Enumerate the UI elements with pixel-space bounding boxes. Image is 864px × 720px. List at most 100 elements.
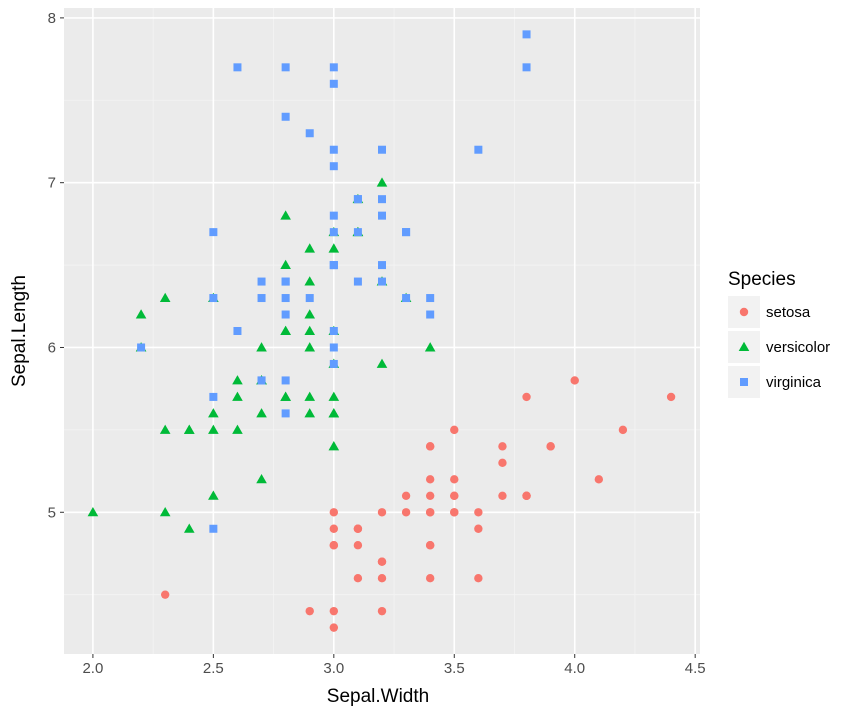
setosa-point xyxy=(329,524,339,533)
virginica-point xyxy=(281,63,290,72)
setosa-point xyxy=(329,508,339,517)
y-tick-label: 6 xyxy=(48,339,56,356)
setosa-point xyxy=(425,573,435,583)
x-tick-label: 4.5 xyxy=(685,660,706,677)
virginica-point xyxy=(281,294,290,303)
virginica-point xyxy=(329,359,338,368)
setosa-point xyxy=(666,392,676,402)
virginica-point xyxy=(426,310,435,319)
setosa-point xyxy=(425,541,435,550)
x-axis-title: Sepal.Width xyxy=(327,686,429,707)
versicolor-point xyxy=(256,474,267,484)
setosa-point xyxy=(498,458,507,468)
versicolor-point xyxy=(304,408,316,418)
virginica-point xyxy=(329,162,338,171)
legend-entries: setosa versicolor virginica xyxy=(728,296,830,398)
versicolor-point xyxy=(304,325,316,335)
legend-label: virginica xyxy=(766,374,822,391)
versicolor-point xyxy=(159,506,171,517)
setosa-point xyxy=(450,475,459,484)
series-setosa xyxy=(160,376,676,632)
versicolor-point xyxy=(87,506,99,517)
legend-marker-versicolor xyxy=(738,341,750,351)
setosa-point xyxy=(353,541,363,550)
virginica-point xyxy=(281,376,290,385)
y-axis: 5 6 7 8 xyxy=(48,10,64,521)
virginica-point xyxy=(281,112,290,121)
versicolor-point xyxy=(280,210,291,220)
legend-item-versicolor: versicolor xyxy=(728,331,830,363)
setosa-point xyxy=(546,442,555,451)
setosa-point xyxy=(522,392,531,402)
virginica-point xyxy=(353,277,362,286)
setosa-point xyxy=(353,524,363,533)
virginica-point xyxy=(233,327,242,335)
virginica-point xyxy=(353,228,362,237)
versicolor-point xyxy=(376,177,388,187)
versicolor-point xyxy=(304,342,316,352)
setosa-point xyxy=(450,425,459,435)
virginica-point xyxy=(281,277,290,286)
versicolor-point xyxy=(183,424,195,434)
versicolor-point xyxy=(304,276,316,286)
virginica-point xyxy=(522,63,531,72)
versicolor-point xyxy=(256,408,267,418)
x-tick-label: 2.0 xyxy=(82,660,103,677)
x-tick-label: 2.5 xyxy=(203,660,224,677)
versicolor-point xyxy=(280,325,291,335)
versicolor-point xyxy=(135,309,147,319)
virginica-point xyxy=(257,294,266,303)
virginica-point xyxy=(257,277,266,286)
setosa-point xyxy=(498,491,507,500)
x-axis: 2.0 2.5 3.0 3.5 4.0 4.5 xyxy=(82,654,706,677)
versicolor-point xyxy=(328,441,340,451)
virginica-point xyxy=(378,211,386,220)
series-virginica xyxy=(137,30,531,533)
virginica-point xyxy=(137,343,146,352)
legend-marker-setosa xyxy=(739,307,749,317)
legend: Species setosa versicolor virginica xyxy=(728,269,830,398)
virginica-point xyxy=(329,211,338,220)
setosa-point xyxy=(570,376,579,385)
legend-label: versicolor xyxy=(766,339,830,356)
setosa-point xyxy=(377,573,387,583)
virginica-point xyxy=(329,228,338,237)
versicolor-point xyxy=(304,309,316,319)
setosa-point xyxy=(425,508,435,517)
setosa-point xyxy=(474,524,483,533)
virginica-point xyxy=(329,63,338,72)
y-axis-title: Sepal.Length xyxy=(9,275,30,387)
panel-background xyxy=(64,8,700,654)
setosa-point xyxy=(377,508,387,517)
y-tick-label: 8 xyxy=(48,10,56,27)
y-tick-label: 5 xyxy=(48,504,56,521)
virginica-point xyxy=(474,145,483,154)
setosa-point xyxy=(305,606,314,616)
virginica-point xyxy=(305,294,314,303)
setosa-point xyxy=(377,557,387,566)
setosa-point xyxy=(401,508,411,517)
legend-item-setosa: setosa xyxy=(728,296,811,328)
virginica-point xyxy=(378,195,386,204)
versicolor-point xyxy=(304,243,316,253)
versicolor-point xyxy=(424,342,436,352)
virginica-point xyxy=(281,409,290,418)
versicolor-point xyxy=(376,358,388,368)
virginica-point xyxy=(329,327,338,335)
setosa-point xyxy=(329,541,339,550)
setosa-point xyxy=(353,573,363,583)
setosa-point xyxy=(401,491,411,500)
versicolor-point xyxy=(232,375,243,385)
versicolor-point xyxy=(232,424,243,434)
setosa-point xyxy=(522,491,531,500)
setosa-point xyxy=(425,491,435,500)
versicolor-point xyxy=(328,408,340,418)
virginica-point xyxy=(378,261,386,270)
legend-title: Species xyxy=(728,269,796,290)
versicolor-point xyxy=(208,408,219,418)
x-tick-label: 3.5 xyxy=(444,660,465,677)
virginica-point xyxy=(209,392,218,401)
virginica-point xyxy=(426,294,435,303)
virginica-point xyxy=(329,79,338,88)
